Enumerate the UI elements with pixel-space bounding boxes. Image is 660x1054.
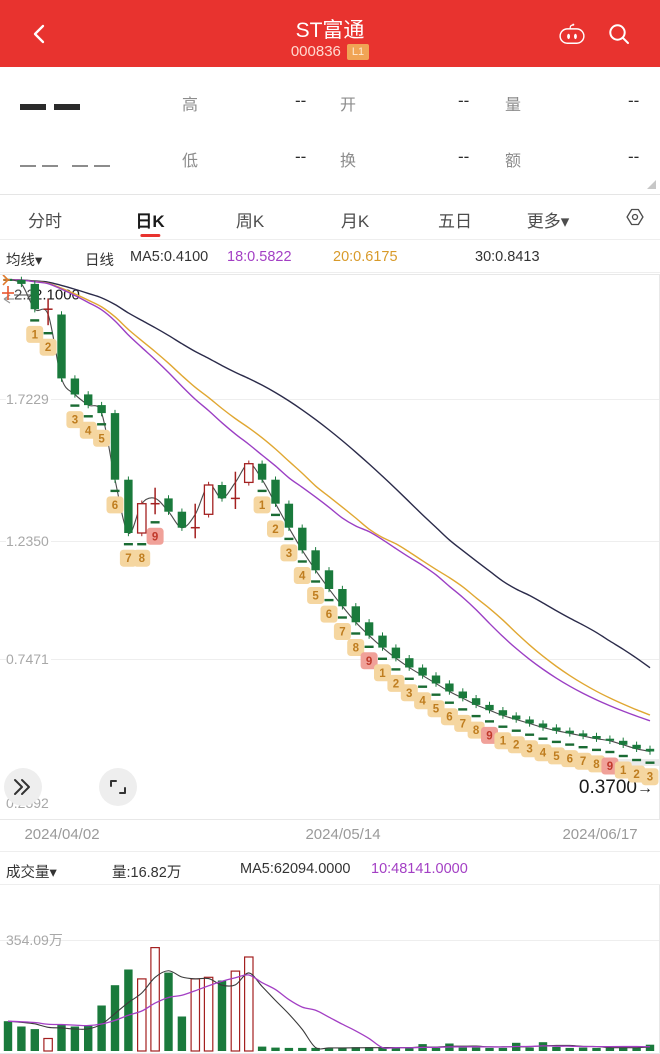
svg-text:8: 8 (353, 643, 360, 655)
svg-text:4: 4 (419, 696, 426, 708)
svg-text:4: 4 (540, 748, 547, 760)
svg-text:8: 8 (139, 553, 146, 565)
svg-text:6: 6 (326, 609, 332, 621)
svg-text:3: 3 (286, 548, 292, 560)
svg-text:6: 6 (446, 712, 452, 724)
svg-text:9: 9 (152, 531, 158, 543)
svg-text:4: 4 (299, 571, 306, 583)
svg-text:1: 1 (379, 668, 386, 680)
svg-text:9: 9 (366, 656, 372, 668)
svg-text:5: 5 (433, 704, 440, 716)
svg-text:5: 5 (98, 433, 105, 445)
svg-text:7: 7 (460, 718, 466, 730)
svg-text:1: 1 (620, 765, 627, 777)
svg-text:4: 4 (85, 425, 92, 437)
svg-text:6: 6 (112, 500, 118, 512)
svg-text:8: 8 (593, 759, 600, 771)
svg-text:3: 3 (72, 415, 78, 427)
svg-text:9: 9 (486, 730, 492, 742)
svg-text:2: 2 (45, 342, 51, 354)
svg-text:7: 7 (580, 756, 586, 768)
svg-text:9: 9 (607, 761, 613, 773)
svg-text:3: 3 (526, 744, 532, 756)
svg-text:6: 6 (567, 754, 573, 766)
svg-text:5: 5 (312, 591, 319, 603)
svg-text:2: 2 (393, 678, 399, 690)
svg-text:1: 1 (32, 329, 39, 341)
svg-text:2: 2 (633, 769, 639, 781)
svg-text:7: 7 (125, 553, 131, 565)
svg-text:1: 1 (259, 500, 266, 512)
svg-text:2: 2 (272, 524, 278, 536)
svg-text:8: 8 (473, 725, 480, 737)
svg-text:7: 7 (339, 627, 345, 639)
svg-text:5: 5 (553, 751, 560, 763)
svg-text:2: 2 (513, 740, 519, 752)
svg-text:3: 3 (406, 688, 412, 700)
svg-text:3: 3 (647, 772, 653, 784)
svg-text:1: 1 (500, 736, 507, 748)
